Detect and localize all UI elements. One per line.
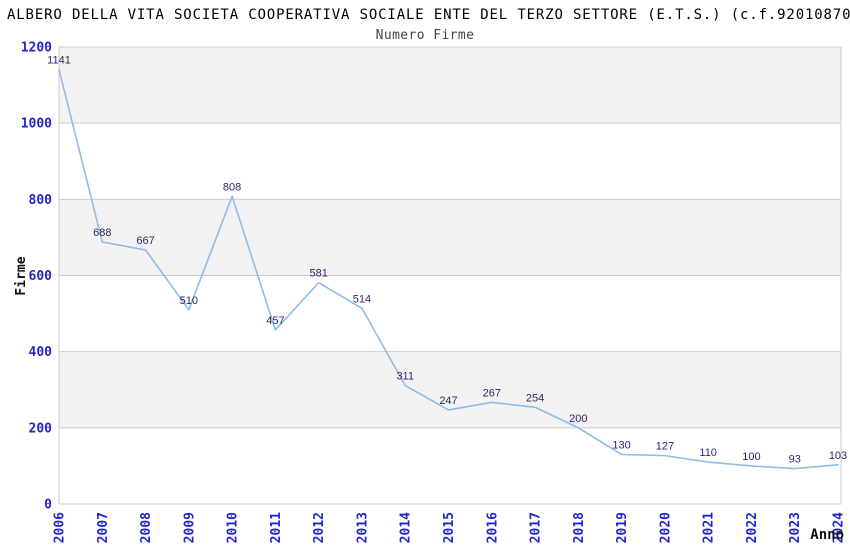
data-point-label: 247 <box>439 395 457 407</box>
x-tick-label: 2015 <box>442 512 457 543</box>
x-tick-label: 2007 <box>96 512 111 543</box>
data-point-label: 1141 <box>47 54 71 66</box>
x-tick-label: 2017 <box>529 512 544 543</box>
x-tick-label: 2010 <box>226 512 241 543</box>
x-tick-label: 2006 <box>53 512 68 543</box>
x-tick-label: 2022 <box>745 512 760 543</box>
x-tick-label: 2009 <box>182 512 197 543</box>
plot-band <box>59 199 841 276</box>
x-tick-label: 2011 <box>269 512 284 543</box>
data-point-label: 267 <box>483 387 501 399</box>
y-tick-label: 200 <box>29 421 53 436</box>
x-tick-label: 2024 <box>832 512 847 543</box>
data-point-label: 514 <box>353 293 371 305</box>
x-tick-label: 2020 <box>658 512 673 543</box>
data-point-label: 130 <box>612 439 630 451</box>
x-tick-label: 2019 <box>615 512 630 543</box>
y-tick-label: 0 <box>44 498 52 513</box>
x-tick-label: 2023 <box>788 512 803 543</box>
x-tick-label: 2014 <box>399 512 414 543</box>
data-point-label: 103 <box>829 450 847 462</box>
plot-band <box>59 47 841 124</box>
data-point-label: 808 <box>223 181 241 193</box>
data-point-label: 688 <box>93 227 111 239</box>
data-point-label: 581 <box>309 268 327 280</box>
chart-subtitle: Numero Firme <box>375 28 475 43</box>
x-tick-label: 2021 <box>702 512 717 543</box>
data-point-label: 311 <box>396 371 414 383</box>
y-axis-title: Firme <box>14 256 29 296</box>
plot-band <box>59 351 841 428</box>
data-point-label: 457 <box>266 315 284 327</box>
y-tick-label: 1000 <box>21 117 52 132</box>
chart-title: ALBERO DELLA VITA SOCIETA COOPERATIVA SO… <box>7 7 850 23</box>
y-tick-label: 600 <box>29 269 53 284</box>
data-point-label: 667 <box>136 235 154 247</box>
data-point-label: 93 <box>789 454 801 466</box>
x-tick-label: 2012 <box>312 512 327 543</box>
x-tick-label: 2013 <box>355 512 370 543</box>
y-tick-label: 1200 <box>21 41 52 56</box>
x-axis-title: Anno <box>810 527 844 543</box>
data-point-label: 254 <box>526 392 544 404</box>
data-point-label: 100 <box>742 451 760 463</box>
x-tick-label: 2018 <box>572 512 587 543</box>
y-tick-label: 400 <box>29 345 53 360</box>
data-point-label: 127 <box>656 441 674 453</box>
data-point-label: 510 <box>180 295 198 307</box>
chart-line <box>58 68 839 470</box>
x-tick-label: 2016 <box>485 512 500 543</box>
data-point-label: 110 <box>699 447 717 459</box>
data-point-label: 200 <box>569 413 587 425</box>
y-tick-label: 800 <box>29 193 53 208</box>
plot-border <box>58 46 842 505</box>
x-tick-label: 2008 <box>139 512 154 543</box>
